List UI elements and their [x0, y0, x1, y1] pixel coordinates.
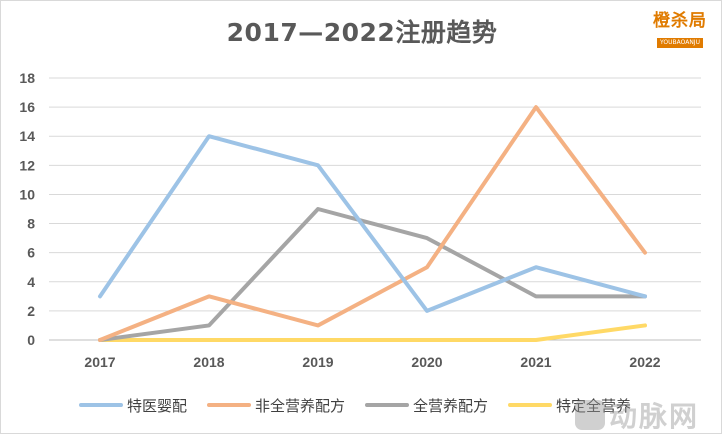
watermark: 动脉网 — [575, 395, 699, 435]
legend-label: 特定全营养 — [556, 396, 632, 415]
gridlines — [49, 77, 701, 341]
legend-swatch — [207, 403, 252, 407]
legend-label: 非全营养配方 — [255, 396, 346, 415]
y-tick-label: 0 — [27, 332, 35, 348]
watermark-logo-icon — [575, 400, 605, 430]
series-lines — [98, 105, 647, 342]
x-tick-label: 2021 — [520, 354, 551, 370]
logo-subtext: YOUBAOANJU — [657, 38, 703, 48]
legend-item: 非全营养配方 — [207, 395, 345, 416]
series-line-3 — [98, 207, 647, 342]
logo-text: 橙杀局 — [653, 11, 707, 31]
y-tick-label: 6 — [27, 245, 35, 261]
y-tick-label: 16 — [19, 99, 35, 115]
y-axis-ticks: 0 2 4 6 8 10 12 14 16 18 — [19, 70, 35, 348]
legend-label: 全营养配方 — [413, 396, 489, 415]
legend-swatch — [79, 403, 123, 407]
x-tick-label: 2020 — [411, 354, 442, 370]
legend-item: 全营养配方 — [365, 395, 488, 416]
y-tick-label: 12 — [19, 157, 35, 173]
y-tick-label: 18 — [19, 70, 35, 86]
y-tick-label: 4 — [27, 274, 35, 290]
y-tick-label: 8 — [27, 216, 35, 232]
series-line-4 — [98, 323, 647, 342]
y-tick-label: 14 — [19, 128, 35, 144]
legend-swatch — [508, 403, 553, 407]
y-tick-label: 2 — [27, 303, 35, 319]
legend-item: 特医婴配 — [79, 395, 187, 416]
chart-title: 2017—2022注册趋势 — [226, 18, 498, 47]
x-tick-label: 2019 — [302, 354, 333, 370]
x-axis-ticks: 2017 2018 2019 2020 2021 2022 — [84, 354, 660, 370]
x-tick-label: 2018 — [193, 354, 224, 370]
legend-label: 特医婴配 — [127, 396, 188, 415]
x-tick-label: 2022 — [629, 354, 660, 370]
watermark-text: 动脉网 — [609, 400, 700, 433]
brand-logo: 橙杀局 YOUBAOANJU — [647, 11, 713, 49]
series-line-1 — [98, 134, 647, 313]
chart-legend: 特医婴配 非全营养配方 全营养配方 特定全营养 — [79, 394, 651, 416]
legend-item: 特定全营养 — [508, 395, 631, 416]
y-tick-label: 10 — [19, 186, 35, 202]
legend-swatch — [365, 403, 410, 407]
series-line-2 — [98, 105, 647, 342]
x-tick-label: 2017 — [84, 354, 115, 370]
